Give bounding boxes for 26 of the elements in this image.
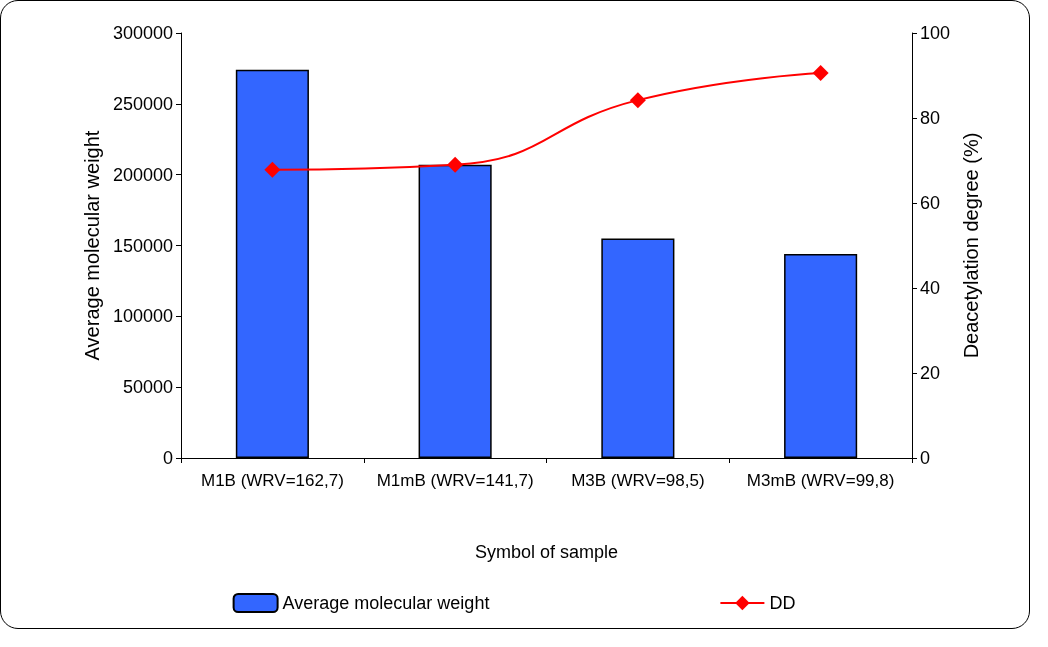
x-tick-label: M3mB (WRV=99,8) (746, 471, 895, 490)
y2-tick-label: 0 (920, 448, 931, 468)
x-tick-label: M1mB (WRV=141,7) (376, 471, 534, 490)
legend-label: DD (769, 593, 796, 613)
y-tick-label: 0 (162, 448, 173, 468)
y2-axis-title: Deacetylation degree (%) (959, 132, 982, 359)
y2-tick-label: 80 (920, 108, 941, 128)
point (264, 161, 281, 178)
point (629, 92, 646, 109)
legend-label: Average molecular weight (282, 593, 490, 613)
y-tick-label: 250000 (112, 93, 173, 114)
y2-tick-label: 60 (920, 193, 941, 213)
y-tick-label: 200000 (112, 164, 173, 185)
x-axis-title: Symbol of sample (474, 542, 619, 562)
y-tick-label: 300000 (112, 23, 173, 43)
y-tick-label: 50000 (122, 377, 173, 398)
x-tick-label: M3B (WRV=98,5) (571, 471, 705, 490)
y2-tick-label: 20 (920, 363, 941, 383)
y2-tick-label: 40 (920, 278, 941, 298)
y-tick-label: 100000 (112, 306, 173, 327)
point (447, 156, 464, 173)
point (812, 64, 829, 81)
y-axis-title: Average molecular weight (81, 130, 104, 361)
x-tick-label: M1B (WRV=162,7) (200, 471, 344, 490)
y-tick-label: 150000 (112, 235, 173, 256)
y2-tick-label: 100 (920, 23, 951, 43)
